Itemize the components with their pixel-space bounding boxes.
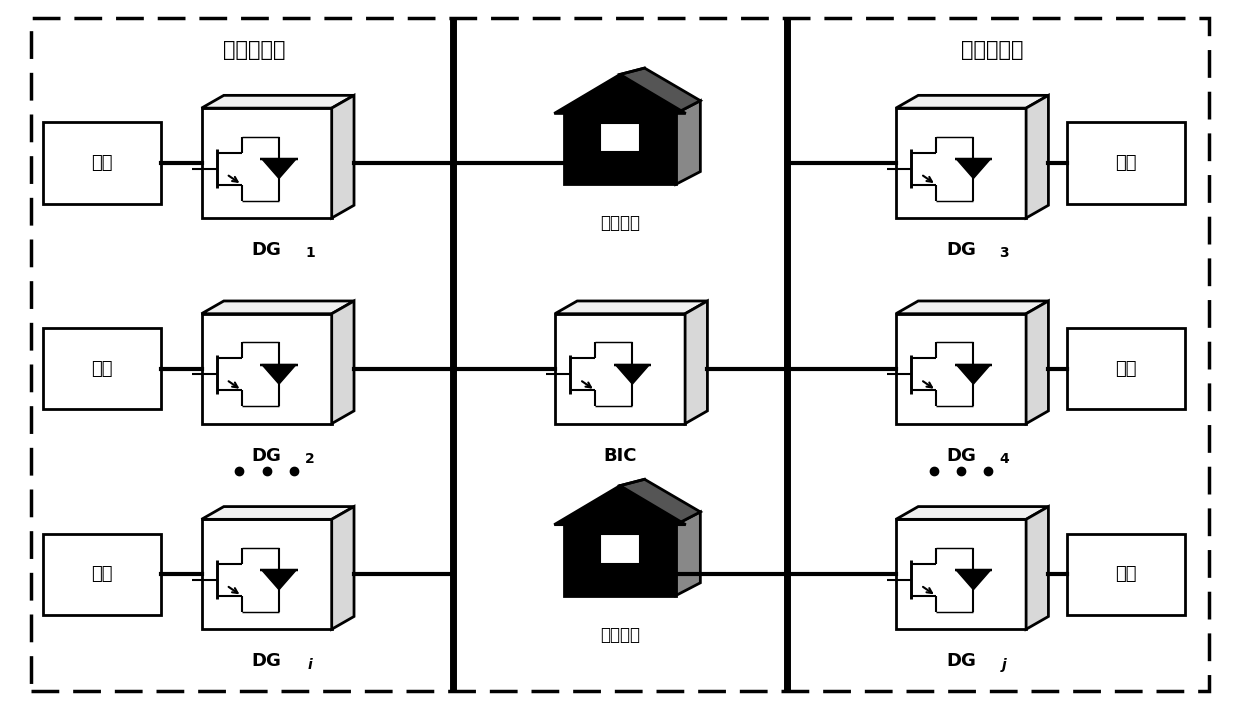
Polygon shape: [620, 68, 701, 113]
Bar: [600, 123, 640, 152]
Polygon shape: [895, 506, 1049, 519]
Polygon shape: [676, 101, 701, 184]
Polygon shape: [620, 479, 701, 525]
Polygon shape: [895, 301, 1049, 313]
Bar: [600, 534, 640, 564]
Polygon shape: [332, 96, 355, 218]
Bar: [42, 533, 160, 615]
Text: BIC: BIC: [603, 447, 637, 464]
Bar: [1066, 122, 1184, 204]
Polygon shape: [956, 570, 991, 590]
Polygon shape: [895, 96, 1049, 108]
Bar: [564, 113, 676, 184]
Bar: [201, 108, 332, 218]
Text: DG: DG: [946, 241, 976, 259]
Polygon shape: [676, 512, 701, 596]
Text: 直流子微网: 直流子微网: [961, 40, 1023, 60]
Text: 光伏: 光伏: [91, 359, 113, 378]
Bar: [42, 122, 160, 204]
Polygon shape: [684, 301, 707, 424]
Text: 交流子微网: 交流子微网: [223, 40, 285, 60]
Text: 储能: 储能: [1115, 565, 1137, 584]
Text: 储能: 储能: [1115, 154, 1137, 172]
Polygon shape: [1025, 301, 1049, 424]
Text: DG: DG: [946, 652, 976, 670]
Polygon shape: [262, 159, 296, 179]
Polygon shape: [201, 301, 355, 313]
Polygon shape: [1025, 96, 1049, 218]
Bar: [556, 313, 684, 424]
Bar: [201, 313, 332, 424]
Polygon shape: [556, 301, 707, 313]
Bar: [201, 519, 332, 630]
Polygon shape: [1025, 506, 1049, 630]
Polygon shape: [615, 364, 650, 384]
Text: DG: DG: [252, 447, 281, 464]
Bar: [895, 108, 1027, 218]
Polygon shape: [332, 301, 355, 424]
Text: 4: 4: [999, 452, 1009, 466]
Text: DG: DG: [252, 652, 281, 670]
Polygon shape: [201, 96, 355, 108]
Text: 1: 1: [305, 247, 315, 260]
Bar: [1066, 328, 1184, 410]
Polygon shape: [956, 159, 991, 179]
Polygon shape: [554, 486, 686, 525]
Bar: [895, 519, 1027, 630]
Polygon shape: [332, 506, 355, 630]
Bar: [42, 328, 160, 410]
Text: DG: DG: [252, 241, 281, 259]
Text: 光伏: 光伏: [1115, 359, 1137, 378]
Text: 风机: 风机: [91, 154, 113, 172]
Polygon shape: [201, 506, 355, 519]
Bar: [895, 313, 1027, 424]
Text: j: j: [1002, 658, 1007, 671]
Text: 储能: 储能: [91, 565, 113, 584]
Text: 3: 3: [999, 247, 1009, 260]
Polygon shape: [262, 364, 296, 384]
Text: 2: 2: [305, 452, 315, 466]
Bar: [1066, 533, 1184, 615]
Polygon shape: [554, 74, 686, 113]
Polygon shape: [262, 570, 296, 590]
Text: 交流负载: 交流负载: [600, 214, 640, 233]
Text: DG: DG: [946, 447, 976, 464]
Polygon shape: [956, 364, 991, 384]
Text: 直流负载: 直流负载: [600, 625, 640, 644]
Bar: [564, 525, 676, 596]
Text: i: i: [308, 658, 312, 671]
